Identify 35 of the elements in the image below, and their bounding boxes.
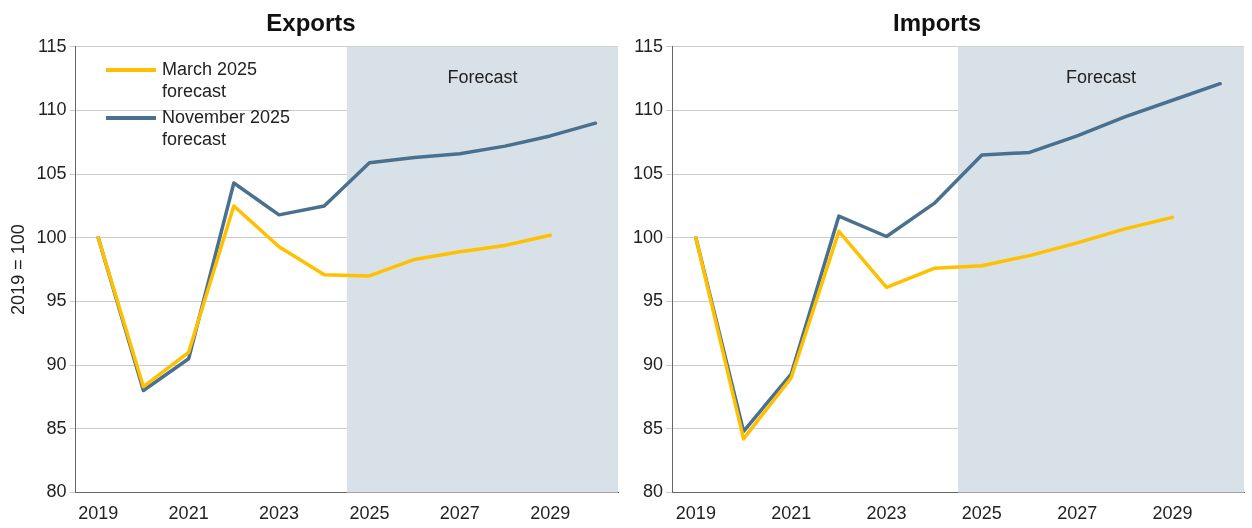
chart-title: Exports [266,9,356,37]
x-tick-label: 2027 [1057,503,1098,524]
chart-title: Imports [892,9,982,37]
y-tick-label: 110 [37,99,67,120]
y-tick-label: 105 [632,163,664,184]
legend-label: November 2025 forecast [162,106,292,150]
y-tick-label: 85 [46,417,67,438]
y-axis-title: 2019 = 100 [7,224,28,315]
y-tick-label: 95 [46,290,67,311]
x-tick-label: 2019 [78,503,119,524]
x-tick-label: 2021 [771,503,812,524]
x-tick-label: 2029 [530,503,571,524]
y-tick-label: 105 [36,163,67,184]
y-tick-label: 110 [634,99,664,120]
y-tick-label: 90 [46,354,67,375]
x-tick-label: 2021 [168,503,209,524]
y-tick-label: 85 [643,417,664,438]
y-tick-label: 95 [643,290,664,311]
x-tick-label: 2027 [439,503,480,524]
band-label: Forecast [447,66,518,87]
legend-label: March 2025 forecast [162,58,259,102]
y-tick-label: 80 [643,481,664,502]
x-tick-label: 2023 [866,503,907,524]
y-tick-label: 90 [643,354,664,375]
x-tick-label: 2023 [259,503,300,524]
x-tick-label: 2025 [961,503,1002,524]
band-label: Forecast [1065,66,1137,87]
y-tick-label: 80 [46,481,67,502]
y-tick-label: 115 [634,35,664,56]
x-tick-label: 2019 [675,503,716,524]
y-tick-label: 100 [36,226,67,247]
x-tick-label: 2029 [1152,503,1193,524]
y-tick-label: 115 [37,35,67,56]
x-tick-label: 2025 [349,503,390,524]
y-tick-label: 100 [632,226,664,247]
